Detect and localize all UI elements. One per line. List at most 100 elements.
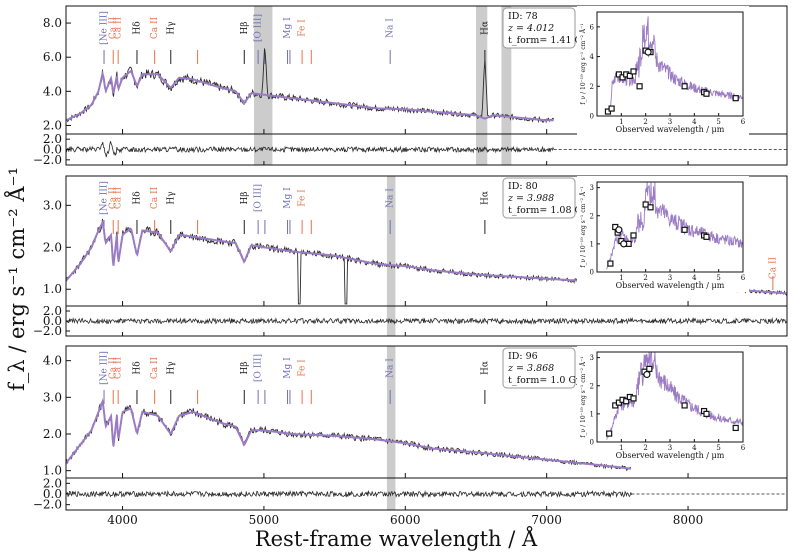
inset-y-tick-label: 1 <box>590 410 594 418</box>
inset-y-label: f_ν / 10⁻¹⁹ erg s⁻¹ cm⁻² Å⁻¹ <box>579 186 587 267</box>
inset-y-tick-label: 2 <box>590 382 594 390</box>
y-axis-label: f_λ / erg s⁻¹ cm⁻² Å⁻¹ <box>4 167 29 391</box>
line-label: [O III] <box>254 184 264 212</box>
line-label: Na I <box>386 188 396 208</box>
line-label: Mg I <box>283 187 293 209</box>
residual-line <box>65 489 632 499</box>
residual-tick-label: 2.0 <box>43 132 62 146</box>
line-label: Hδ <box>132 21 142 34</box>
inset-y-tick-label: 0 <box>590 113 594 121</box>
line-label: Fe I <box>298 19 308 37</box>
line-label: Hα <box>480 191 490 205</box>
line-label: Ca II <box>150 356 160 379</box>
residual-tick-label: 0.0 <box>43 487 62 501</box>
inset-x-tick-label: 1 <box>619 444 623 452</box>
inset-y-tick-label: 0 <box>590 269 594 277</box>
y-tick-label: 2.0 <box>43 118 62 132</box>
line-label: [O III] <box>254 14 264 42</box>
info-tform: t_form= 1.41 Gyr <box>508 35 592 46</box>
line-label: Hβ <box>240 21 250 34</box>
residual-tick-label: 0.0 <box>43 143 62 157</box>
line-label: Fe I <box>298 359 308 377</box>
inset-y-label: f_ν / 10⁻¹⁹ erg s⁻¹ cm⁻² Å⁻¹ <box>579 356 587 437</box>
y-tick-label: 2.0 <box>43 427 62 441</box>
line-label: Mg I <box>283 17 293 39</box>
residual-tick-label: 0.0 <box>43 314 62 328</box>
inset-photometry-point <box>732 95 739 102</box>
info-redshift: z = 4.012 <box>507 23 554 34</box>
inset-x-tick-label: 1 <box>619 118 623 126</box>
line-label: Ca II <box>114 16 124 39</box>
y-tick-label: 6.0 <box>43 50 62 64</box>
inset-photometry-point <box>732 424 739 432</box>
inset-y-tick-label: 4 <box>590 53 595 61</box>
line-label: Hγ <box>166 361 176 374</box>
info-redshift: z = 3.868 <box>507 363 554 374</box>
residual-tick-label: 2.0 <box>43 304 62 318</box>
inset-x-tick-label: 1 <box>619 274 623 282</box>
inset-photometry-point <box>630 395 637 402</box>
line-label: Hδ <box>132 191 142 204</box>
line-label: Hα <box>480 361 490 375</box>
inset-x-tick-label: 6 <box>741 274 746 282</box>
inset-x-label: Observed wavelength / μm <box>616 451 725 460</box>
info-box <box>502 177 576 219</box>
info-id: ID: 96 <box>508 351 538 362</box>
line-label: Ca II <box>114 356 124 379</box>
inset-sed-model <box>606 351 744 440</box>
masked-band <box>386 176 396 336</box>
line-label: Ca II <box>109 186 119 209</box>
inset-photometry-point <box>636 83 643 90</box>
inset-x-label: Observed wavelength / μm <box>616 281 725 290</box>
inset-x-tick-label: 6 <box>741 444 746 452</box>
inset-y-tick-label: 3 <box>590 354 594 362</box>
info-box <box>502 347 576 389</box>
inset-model-point <box>644 48 652 56</box>
residual-tick-label: −2.0 <box>33 498 62 512</box>
inset-x-label: Observed wavelength / μm <box>616 125 725 134</box>
inset-x-tick-label: 3 <box>668 274 672 282</box>
inset-y-tick-label: 1 <box>590 240 594 248</box>
masked-band <box>386 346 396 510</box>
line-label: [Ne III] <box>100 11 110 45</box>
inset-x-tick-label: 5 <box>716 274 720 282</box>
line-label: Hα <box>480 21 490 35</box>
inset-photometry-point <box>608 105 615 112</box>
inset-photometry-point <box>626 72 633 79</box>
inset-y-tick-label: 0 <box>590 439 594 447</box>
inset-x-tick-label: 4 <box>692 118 697 126</box>
line-label: Ca II <box>109 16 119 39</box>
info-box <box>502 7 576 49</box>
inset-photometry-point <box>646 365 653 372</box>
inset-y-tick-label: 3 <box>590 184 594 192</box>
inset-photometry-point <box>647 204 654 211</box>
y-tick-label: 1.0 <box>43 282 62 296</box>
residual-tick-label: −2.0 <box>33 324 62 338</box>
masked-band <box>254 6 273 165</box>
inset-background <box>577 346 749 462</box>
y-tick-label: 3.0 <box>43 198 62 212</box>
x-axis-label: Rest-frame wavelength / Å <box>255 526 538 551</box>
x-tick-label: 6000 <box>390 513 421 527</box>
line-label: Na I <box>386 358 396 378</box>
y-tick-label: 4.0 <box>43 354 62 368</box>
inset-y-label: f_ν / 10⁻¹⁹ erg s⁻¹ cm⁻² Å⁻¹ <box>579 23 587 104</box>
inset-x-tick-label: 2 <box>643 118 647 126</box>
inset-photometry-point <box>630 232 637 239</box>
residual-tick-label: −2.0 <box>33 153 62 167</box>
line-label: Hβ <box>240 191 250 204</box>
info-id: ID: 78 <box>508 11 538 22</box>
inset-photometry-point <box>681 226 688 233</box>
line-label: Fe I <box>298 189 308 207</box>
residual-line <box>65 141 555 158</box>
inset-y-tick-label: 2 <box>590 212 594 220</box>
info-id: ID: 80 <box>508 181 538 192</box>
y-tick-label: 8.0 <box>43 16 62 30</box>
inset-photometry-point <box>607 260 614 267</box>
line-label: [Ne III] <box>100 181 110 215</box>
inset-photometry-point <box>703 90 710 97</box>
model-spectrum <box>65 70 554 122</box>
line-label: Hγ <box>166 191 176 204</box>
y-tick-label: 3.0 <box>43 390 62 404</box>
